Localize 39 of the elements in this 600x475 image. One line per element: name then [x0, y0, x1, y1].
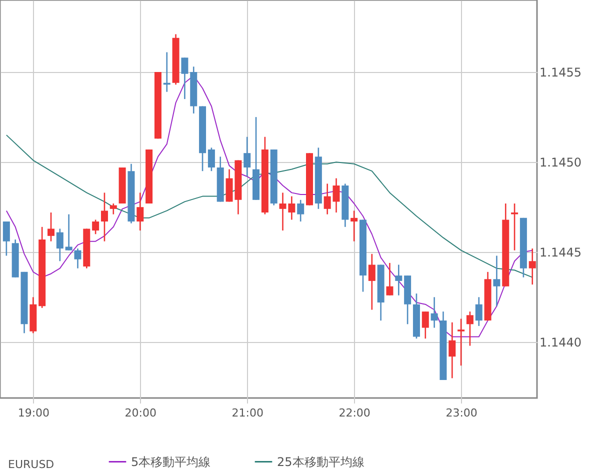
candlestick: [511, 202, 518, 251]
y-tick-label: 1.1445: [540, 246, 582, 260]
candlestick: [422, 310, 429, 340]
candlestick: [448, 322, 456, 379]
candlestick: [100, 192, 108, 242]
y-tick-label: 1.1440: [540, 336, 582, 350]
candlestick: [2, 220, 10, 256]
text: EURUSD: [8, 458, 54, 471]
candlestick: [92, 219, 100, 235]
y-tick-label: 1.1450: [540, 156, 582, 170]
candlestick: [458, 318, 465, 366]
x-tick-label: 23:00: [446, 406, 478, 420]
x-tick-label: 19:00: [18, 406, 50, 420]
candlestick: [475, 296, 482, 327]
candlestick: [368, 253, 376, 310]
y-tick-label: 1.1455: [540, 66, 582, 80]
x-tick-label: 21:00: [232, 406, 264, 420]
candlestick: [395, 264, 402, 296]
legend-label: 25本移動平均線: [277, 454, 364, 469]
candlestick: [56, 228, 64, 262]
x-tick-label: 20:00: [124, 406, 156, 420]
candlestick: [244, 136, 251, 178]
candlestick: [386, 262, 394, 296]
candlestick: [493, 255, 500, 307]
line-series: [6, 134, 533, 278]
candlestick: [297, 199, 304, 222]
candlestick: [65, 214, 72, 251]
candlestick: [110, 202, 117, 215]
candlestick: [47, 212, 54, 242]
candlestick: [136, 192, 144, 232]
candlestick: [208, 147, 215, 172]
candlestick: [74, 248, 82, 269]
candlestick: [528, 248, 536, 286]
candlestick: [181, 56, 188, 100]
candlestick: [466, 310, 474, 346]
x-tick-label: 22:00: [338, 406, 370, 420]
legend-label: 5本移動平均線: [131, 454, 211, 469]
candlestick: [430, 296, 438, 328]
candlestick: [350, 210, 358, 242]
